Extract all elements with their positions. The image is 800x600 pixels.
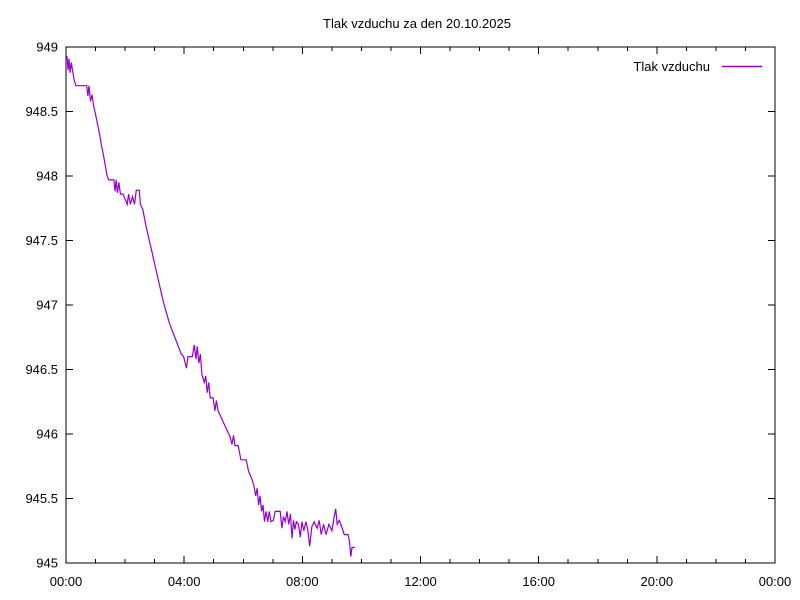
x-tick-label: 00:00 [50,574,83,589]
chart-title: Tlak vzduchu za den 20.10.2025 [323,16,511,31]
y-tick-label: 945 [36,556,58,571]
y-tick-label: 946.5 [25,362,58,377]
y-tick-label: 949 [36,40,58,55]
y-tick-label: 947 [36,298,58,313]
x-tick-label: 16:00 [522,574,555,589]
x-tick-label: 04:00 [168,574,201,589]
pressure-line [65,55,355,557]
y-tick-label: 945.5 [25,491,58,506]
x-tick-label: 20:00 [641,574,674,589]
x-tick-label: 08:00 [286,574,319,589]
plot-area: 00:00 04:00 08:00 12:00 16:00 20:00 00:00 949 94… [25,40,791,590]
y-tick-label: 946 [36,427,58,442]
x-tick-label: 00:00 [759,574,792,589]
y-tick-label: 948 [36,169,58,184]
y-tick-label: 948.5 [25,104,58,119]
plot-border [65,46,776,564]
y-tick-label: 947.5 [25,233,58,248]
x-tick-label: 12:00 [404,574,437,589]
legend-label: Tlak vzduchu [633,59,710,74]
